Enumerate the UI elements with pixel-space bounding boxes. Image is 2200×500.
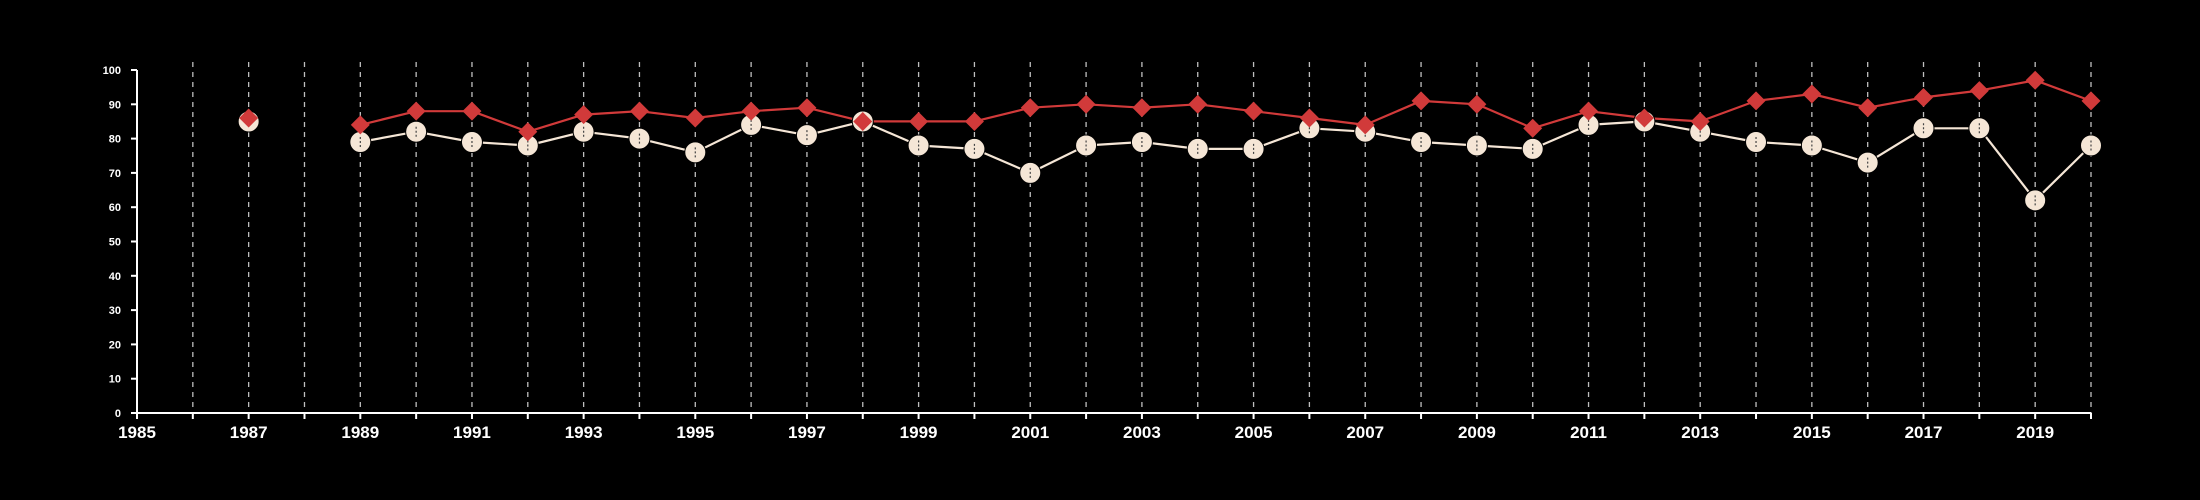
data-point-diamond: [1914, 87, 1934, 107]
data-point-diamond: [1188, 94, 1208, 114]
x-tick-label: 2005: [1235, 423, 1273, 442]
x-tick-label: 2013: [1681, 423, 1719, 442]
x-tick-label: 2007: [1346, 423, 1384, 442]
y-tick-label: 10: [109, 374, 121, 386]
y-tick-label: 20: [109, 339, 121, 351]
x-tick-label: 1989: [341, 423, 379, 442]
data-point-diamond: [685, 108, 705, 128]
data-point-diamond: [1690, 111, 1710, 131]
y-tick-label: 40: [109, 271, 121, 283]
data-point-diamond: [1523, 118, 1543, 138]
data-point-diamond: [797, 98, 817, 118]
series-line-2: [360, 79, 2092, 133]
data-point-diamond: [1579, 101, 1599, 121]
data-point-diamond: [1634, 108, 1654, 128]
x-tick-label: 2001: [1011, 423, 1049, 442]
data-point-diamond: [574, 105, 594, 125]
data-point-diamond: [239, 108, 259, 128]
y-tick-label: 90: [109, 99, 121, 111]
data-point-diamond: [1467, 94, 1487, 114]
x-tick-label: 1997: [788, 423, 826, 442]
y-tick-label: 80: [109, 134, 121, 146]
x-tick-label: 2009: [1458, 423, 1496, 442]
y-tick-label: 100: [103, 65, 121, 77]
grid: [192, 62, 2092, 413]
x-tick-label: 2017: [1905, 423, 1943, 442]
data-point-diamond: [964, 111, 984, 131]
y-tick-label: 60: [109, 202, 121, 214]
y-tick-label: 30: [109, 305, 121, 317]
x-tick-label: 1985: [118, 423, 156, 442]
data-point-diamond: [1746, 91, 1766, 111]
x-tick-label: 1999: [900, 423, 938, 442]
data-point-diamond: [406, 101, 426, 121]
data-point-diamond: [741, 101, 761, 121]
x-tick-label: 1995: [676, 423, 714, 442]
data-point-diamond: [1355, 115, 1375, 135]
data-point-diamond: [2025, 70, 2045, 90]
x-tick-label: 2011: [1570, 423, 1607, 442]
x-tick-label: 1987: [230, 423, 268, 442]
series-group: [237, 70, 2102, 212]
x-tick-label: 2015: [1793, 423, 1831, 442]
data-point-diamond: [1132, 98, 1152, 118]
data-point-diamond: [1076, 94, 1096, 114]
data-point-diamond: [1969, 81, 1989, 101]
data-point-diamond: [1411, 91, 1431, 111]
data-point-diamond: [518, 122, 538, 142]
data-point-diamond: [1299, 108, 1319, 128]
data-point-diamond: [462, 101, 482, 121]
y-tick-label: 50: [109, 237, 121, 249]
data-point-diamond: [2081, 91, 2101, 111]
y-tick-label: 70: [109, 168, 121, 180]
data-point-diamond: [1858, 98, 1878, 118]
x-tick-label: 2003: [1123, 423, 1161, 442]
x-tick-label: 2019: [2016, 423, 2054, 442]
y-tick-label: 0: [115, 408, 121, 420]
data-point-diamond: [1020, 98, 1040, 118]
data-point-diamond: [1802, 84, 1822, 104]
data-point-diamond: [629, 101, 649, 121]
x-tick-label: 1993: [565, 423, 603, 442]
data-point-diamond: [909, 111, 929, 131]
axes: 1985 1987 1989 1991 1993 1995 1997 1999 2001 2003…: [103, 65, 2092, 442]
x-tick-label: 1991: [453, 423, 491, 442]
data-point-diamond: [853, 111, 873, 131]
data-point-diamond: [1244, 101, 1264, 121]
data-point-diamond: [350, 115, 370, 135]
